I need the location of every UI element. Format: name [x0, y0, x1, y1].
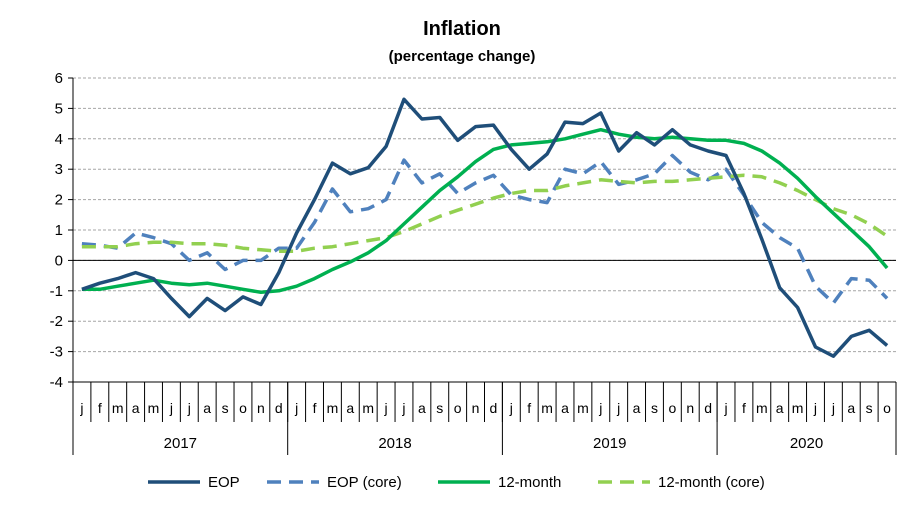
year-label: 2020 — [790, 435, 823, 452]
month-label: o — [883, 400, 891, 416]
month-label: n — [686, 400, 694, 416]
series-line-eop — [81, 97, 889, 358]
month-label: j — [294, 400, 298, 416]
month-label: s — [866, 400, 873, 416]
y-tick-label: 2 — [55, 192, 63, 209]
month-label: s — [436, 400, 443, 416]
month-label: a — [346, 400, 354, 416]
month-label: o — [454, 400, 462, 416]
month-label: m — [148, 400, 160, 416]
y-tick-label: 3 — [55, 161, 63, 178]
month-label: j — [187, 400, 191, 416]
month-label: f — [98, 400, 102, 416]
month-label: j — [813, 400, 817, 416]
y-tick-label: 5 — [55, 100, 63, 117]
series-line-12-month — [81, 127, 889, 295]
y-tick-label: -3 — [50, 344, 63, 361]
month-label: m — [112, 400, 124, 416]
month-label: j — [79, 400, 83, 416]
month-label: j — [598, 400, 602, 416]
month-label: m — [541, 400, 553, 416]
month-label: m — [756, 400, 768, 416]
series-line-12-month-core — [81, 173, 889, 254]
month-label: a — [418, 400, 426, 416]
month-label: a — [132, 400, 140, 416]
y-tick-label: -1 — [50, 283, 63, 300]
month-label: m — [327, 400, 339, 416]
month-label: j — [616, 400, 620, 416]
month-label: j — [509, 400, 513, 416]
month-label: a — [203, 400, 211, 416]
month-label: j — [169, 400, 173, 416]
month-label: n — [257, 400, 265, 416]
y-tick-label: -4 — [50, 374, 63, 391]
y-axis: 6 5 4 3 2 1 0 -1 -2 -3 -4 — [50, 70, 896, 391]
month-label: a — [776, 400, 784, 416]
month-label: j — [831, 400, 835, 416]
legend: EOP EOP (core) 12-month 12-month (core) — [148, 474, 765, 491]
y-tick-label: 0 — [55, 252, 63, 269]
month-label: a — [561, 400, 569, 416]
month-label: d — [275, 400, 283, 416]
y-tick-label: 4 — [55, 131, 63, 148]
legend-label: 12-month — [498, 474, 561, 491]
month-label: j — [723, 400, 727, 416]
month-label: m — [577, 400, 589, 416]
y-tick-label: 6 — [55, 70, 63, 87]
year-label: 2019 — [593, 435, 626, 452]
month-label: a — [847, 400, 855, 416]
legend-label: EOP — [208, 474, 240, 491]
month-label: m — [792, 400, 804, 416]
month-label: n — [472, 400, 480, 416]
chart-title: Inflation — [423, 18, 501, 40]
month-label: j — [384, 400, 388, 416]
month-label: s — [651, 400, 658, 416]
legend-label: 12-month (core) — [658, 474, 765, 491]
year-label: 2017 — [164, 435, 197, 452]
month-label: f — [742, 400, 746, 416]
month-label: f — [313, 400, 317, 416]
month-label: o — [239, 400, 247, 416]
month-label: o — [668, 400, 676, 416]
series-lines — [81, 97, 889, 358]
year-label: 2018 — [378, 435, 411, 452]
month-label: d — [490, 400, 498, 416]
month-label: s — [222, 400, 229, 416]
y-tick-label: 1 — [55, 222, 63, 239]
series-line-eop-core — [81, 153, 889, 305]
month-label: j — [401, 400, 405, 416]
month-label: f — [527, 400, 531, 416]
month-label: a — [633, 400, 641, 416]
y-tick-label: -2 — [50, 313, 63, 330]
month-label: d — [704, 400, 712, 416]
legend-label: EOP (core) — [327, 474, 402, 491]
month-label: m — [362, 400, 374, 416]
chart-subtitle: (percentage change) — [388, 48, 536, 65]
